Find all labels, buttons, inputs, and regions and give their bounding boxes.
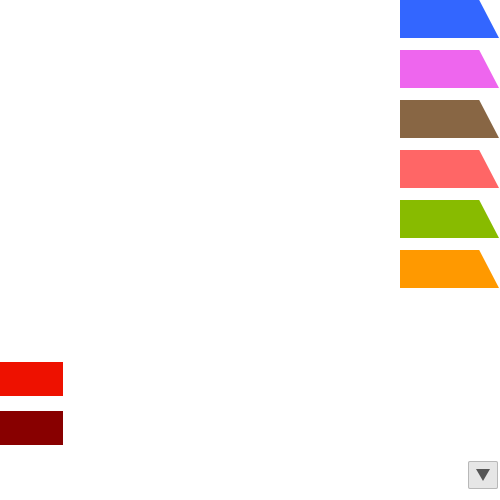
green-tab[interactable] bbox=[400, 200, 499, 238]
brown-tab[interactable] bbox=[400, 100, 499, 138]
triangle-down-shape bbox=[476, 469, 490, 481]
red-swatch[interactable] bbox=[0, 362, 63, 396]
triangle-down-icon bbox=[476, 469, 490, 481]
pink-tab[interactable] bbox=[400, 50, 499, 88]
salmon-tab[interactable] bbox=[400, 150, 499, 188]
orange-tab[interactable] bbox=[400, 250, 499, 288]
dark-red-swatch[interactable] bbox=[0, 411, 63, 445]
scroll-down-button[interactable] bbox=[468, 461, 498, 489]
blue-tab[interactable] bbox=[400, 0, 499, 38]
